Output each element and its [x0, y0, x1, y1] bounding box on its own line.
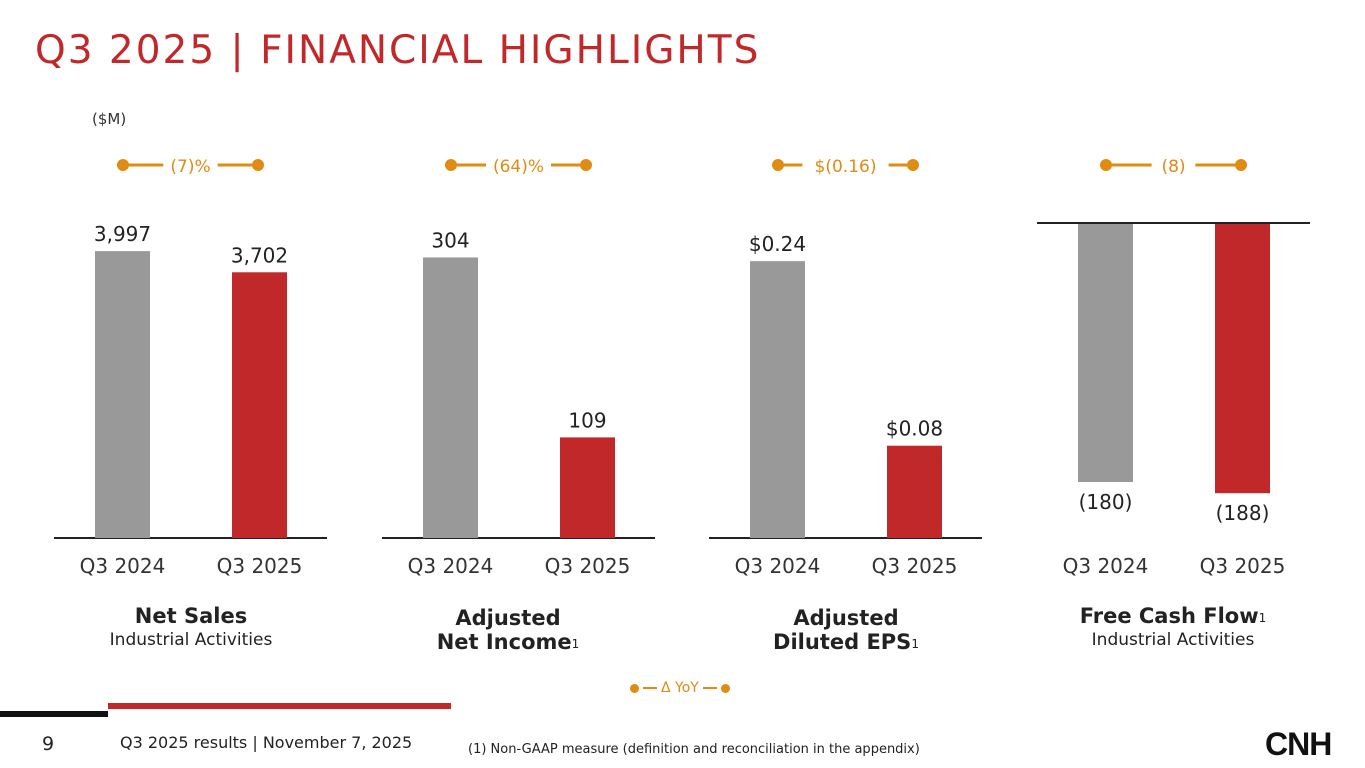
bar-q3-2024 — [95, 251, 150, 538]
caption-fcf-title: Free Cash Flow — [1079, 604, 1259, 628]
delta-label: $(0.16) — [815, 157, 877, 177]
footnote-marker: 1 — [571, 637, 580, 651]
legend-dot-left — [630, 683, 639, 693]
legend-label: Δ YoY — [661, 680, 699, 696]
bar-q3-2025 — [232, 272, 287, 538]
value-label: 304 — [431, 228, 469, 252]
category-tick: Q3 2024 — [1063, 554, 1149, 578]
delta-label: (64)% — [493, 157, 544, 177]
delta-legend: Δ YoY — [630, 680, 730, 696]
caption-net-sales-sub: Industrial Activities — [109, 630, 273, 650]
category-tick: Q3 2024 — [735, 554, 821, 578]
caption-adj-eps-line1: Adjusted — [793, 606, 899, 630]
footnote-marker: 1 — [911, 637, 919, 651]
caption-adj-eps-line2: Diluted EPS — [773, 630, 912, 654]
category-tick: Q3 2024 — [408, 554, 494, 578]
legend-dash-right — [702, 687, 717, 689]
footer-accent-red — [108, 703, 451, 709]
value-label: (188) — [1216, 501, 1270, 525]
value-label: 3,997 — [94, 222, 151, 246]
bar-q3-2024 — [1078, 224, 1133, 482]
caption-adj-eps: Adjusted Diluted EPS1 — [716, 606, 976, 654]
page-number: 9 — [42, 733, 55, 755]
bar-q3-2025 — [560, 437, 615, 538]
cnh-logo-wordmark: CNH — [1265, 728, 1331, 758]
category-tick: Q3 2025 — [872, 554, 958, 578]
caption-net-sales: Net Sales Industrial Activities — [61, 604, 321, 652]
cnh-logo: CNH — [1265, 728, 1332, 758]
unit-label: ($M) — [92, 110, 127, 128]
footnote: (1) Non-GAAP measure (definition and rec… — [468, 742, 920, 757]
chart-net-sales: (7)% 3,997 Q3 2024 3,702 Q3 2025 — [54, 157, 327, 578]
value-label: 3,702 — [231, 243, 288, 267]
footer-text: Q3 2025 results | November 7, 2025 — [120, 733, 413, 752]
value-label: $0.08 — [886, 417, 943, 441]
bar-q3-2024 — [750, 261, 805, 538]
caption-net-sales-title: Net Sales — [134, 604, 248, 628]
legend-dash-left — [643, 687, 657, 689]
chart-adjusted-net-income: (64)% 304 Q3 2024 109 Q3 2025 — [382, 157, 655, 578]
bar-q3-2024 — [423, 257, 478, 538]
footnote-marker: 1 — [1258, 611, 1267, 625]
bar-q3-2025 — [887, 445, 942, 538]
page-title: Q3 2025 | FINANCIAL HIGHLIGHTS — [35, 28, 761, 73]
chart-adjusted-diluted-eps: $(0.16) $0.24 Q3 2024 $0.08 Q3 2025 — [709, 157, 982, 578]
footer-accent-black — [0, 711, 108, 717]
caption-adj-net-income: Adjusted Net Income1 — [378, 606, 638, 654]
value-label: (180) — [1079, 490, 1133, 514]
caption-adj-net-income-line2: Net Income — [436, 630, 572, 654]
value-label: $0.24 — [749, 232, 806, 256]
caption-fcf-sub: Industrial Activities — [1091, 630, 1255, 650]
category-tick: Q3 2025 — [545, 554, 631, 578]
legend-dot-right — [720, 683, 730, 693]
category-tick: Q3 2024 — [80, 554, 166, 578]
caption-fcf: Free Cash Flow1 Industrial Activities — [1043, 604, 1303, 652]
category-tick: Q3 2025 — [217, 554, 303, 578]
value-label: 109 — [568, 408, 606, 432]
charts-area: (7)% 3,997 Q3 2024 3,702 Q3 2025 (64)% 304 Q3 2… — [54, 157, 1310, 578]
bar-q3-2025 — [1215, 224, 1270, 494]
delta-label: (7)% — [170, 157, 210, 177]
caption-adj-net-income-line1: Adjusted — [455, 606, 561, 630]
category-tick: Q3 2025 — [1200, 554, 1286, 578]
chart-free-cash-flow: (8) (180) Q3 2024 (188) Q3 2025 — [1037, 157, 1310, 578]
delta-label: (8) — [1161, 157, 1185, 177]
